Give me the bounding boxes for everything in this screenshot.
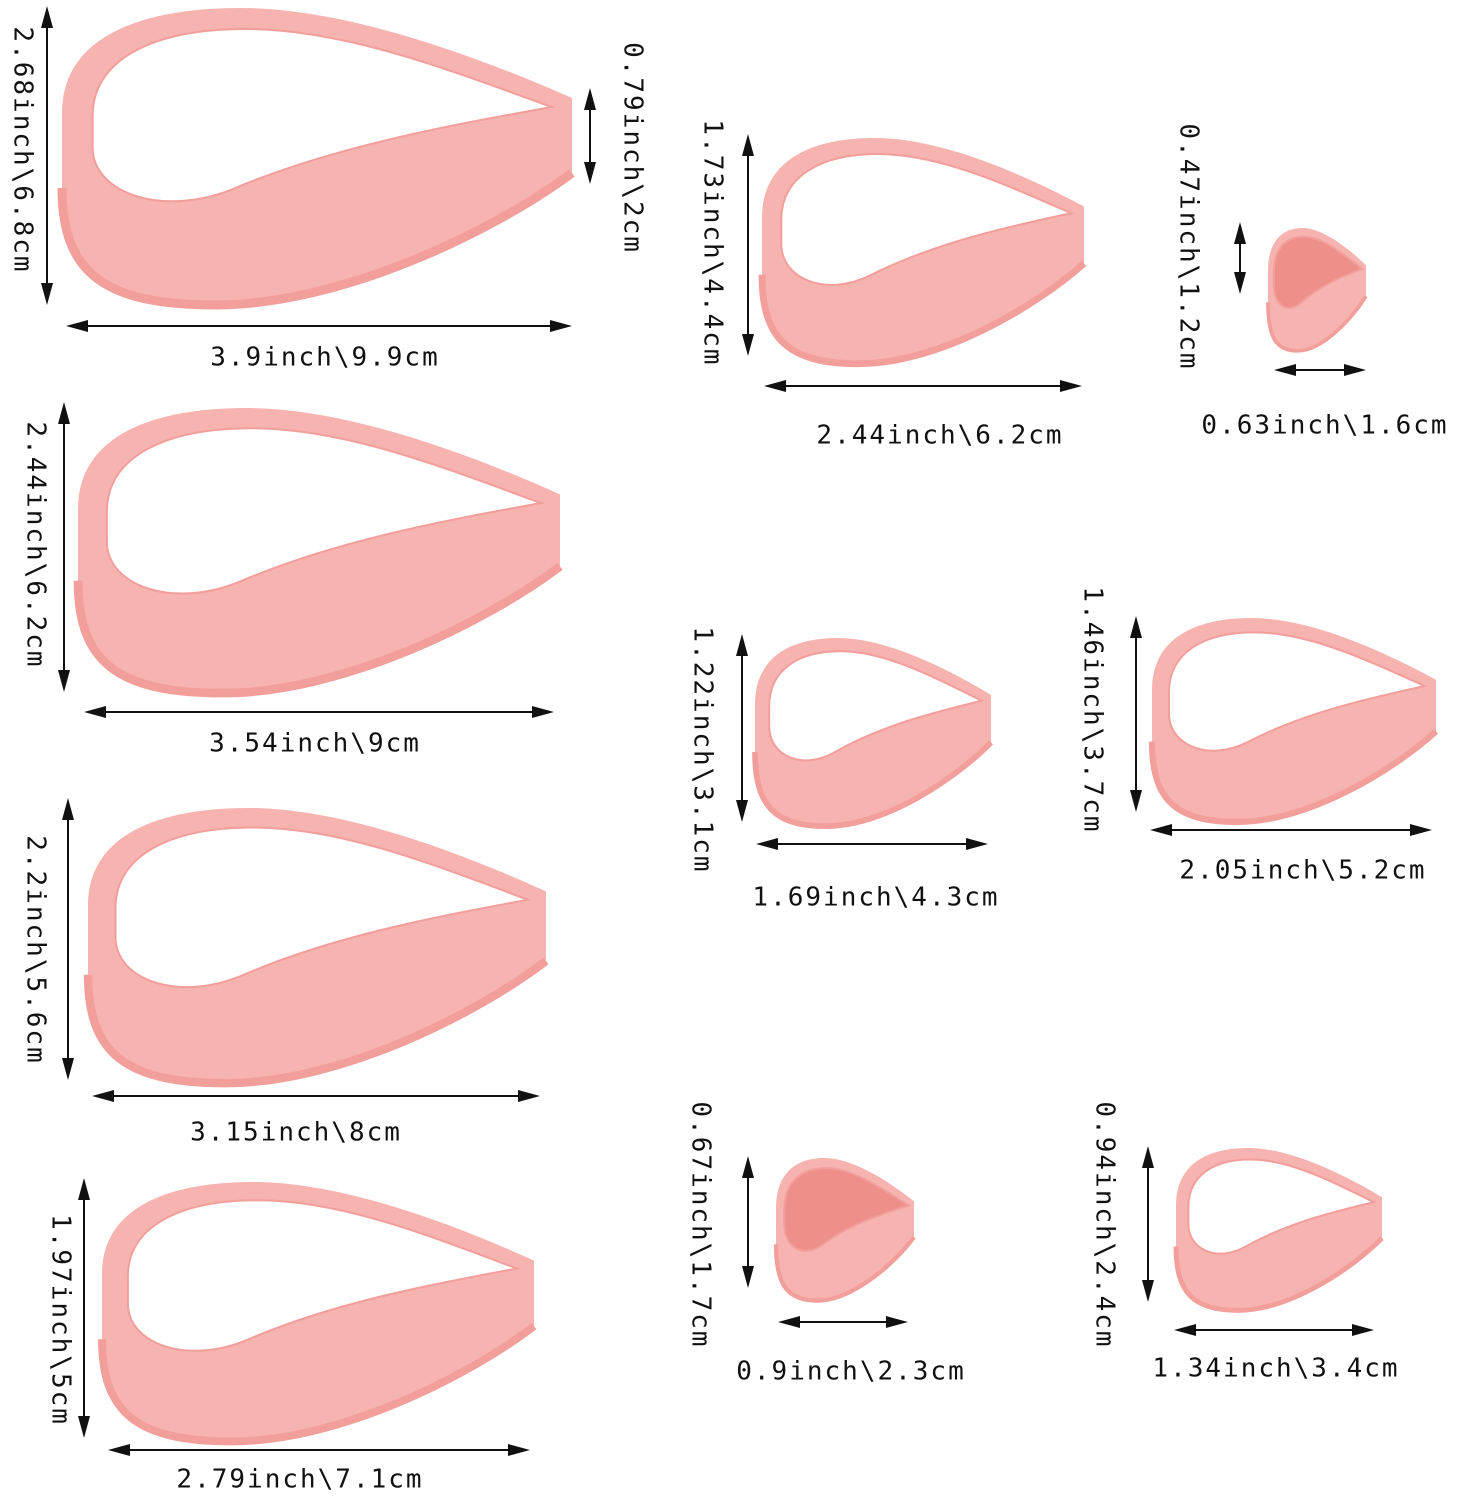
- width-label-6: 0.63inch\1.6cm: [1201, 411, 1448, 441]
- teardrop-cutter-7: [752, 638, 994, 829]
- width-label-1: 3.9inch\9.9cm: [210, 343, 440, 373]
- width-label-5: 2.44inch\6.2cm: [816, 421, 1063, 451]
- cutter-inner-edge: [783, 1167, 911, 1252]
- teardrop-cutter-1: [57, 8, 575, 310]
- cutter-inner-edge: [780, 152, 1075, 286]
- height-label-6: 0.47inch\1.2cm: [1174, 123, 1204, 370]
- height-label-4: 1.97inch\5cm: [46, 1214, 76, 1426]
- depth-arrow: [584, 88, 596, 184]
- width-arrow-9: [778, 1316, 908, 1328]
- width-arrow-2: [84, 706, 554, 718]
- width-label-2: 3.54inch\9cm: [209, 729, 421, 759]
- width-arrow-5: [764, 380, 1082, 392]
- teardrop-cutter-3: [83, 808, 549, 1088]
- width-label-8: 2.05inch\5.2cm: [1179, 856, 1426, 886]
- height-arrow-7: [736, 634, 748, 822]
- width-arrow-3: [92, 1090, 540, 1102]
- cutter-opening: [106, 428, 541, 594]
- cutter-opening: [781, 154, 1072, 285]
- teardrop-cutter-5: [758, 138, 1087, 368]
- width-arrow-1: [66, 320, 572, 332]
- height-arrow-2: [58, 402, 70, 692]
- teardrop-cutter-10: [1173, 1148, 1384, 1313]
- height-label-9: 0.67inch\1.7cm: [686, 1101, 716, 1348]
- teardrop-cutter-6: [1266, 228, 1368, 353]
- teardrop-cutter-8: [1148, 618, 1439, 825]
- height-label-8: 1.46inch\3.7cm: [1078, 586, 1108, 833]
- cutter-base-rim: [1148, 729, 1439, 825]
- width-arrow-7: [756, 838, 988, 850]
- cutter-base-rim: [57, 169, 575, 310]
- width-label-3: 3.15inch\8cm: [190, 1118, 402, 1148]
- teardrop-cutter-9: [773, 1158, 916, 1303]
- cutter-base-rim: [758, 260, 1087, 368]
- cutter-opening: [1169, 632, 1425, 751]
- height-arrow-3: [62, 798, 74, 1080]
- width-arrow-10: [1174, 1324, 1374, 1336]
- height-label-3: 2.2inch\5.6cm: [21, 835, 51, 1065]
- cutter-inner-edge: [1168, 631, 1428, 752]
- cutter-inner-edge: [768, 650, 985, 762]
- cutter-inner-edge: [105, 427, 545, 595]
- height-label-2: 2.44inch\6.2cm: [21, 421, 51, 668]
- width-label-9: 0.9inch\2.3cm: [736, 1357, 966, 1387]
- cutter-base-rim: [83, 957, 549, 1088]
- height-arrow-10: [1142, 1146, 1154, 1302]
- teardrop-cutter-4: [98, 1182, 537, 1446]
- height-arrow-8: [1130, 616, 1142, 812]
- cutter-base-rim: [773, 1235, 916, 1303]
- depth-label: 0.79inch\2cm: [618, 42, 648, 254]
- cutter-inner-edge: [1272, 235, 1365, 309]
- cutter-inner-edge: [126, 1199, 521, 1352]
- cutter-opening: [1273, 236, 1363, 308]
- cutter-inner-edge: [91, 27, 556, 203]
- height-arrow-9: [742, 1156, 754, 1288]
- cutter-opening: [115, 827, 528, 988]
- cutter-base-rim: [1173, 1236, 1384, 1313]
- height-arrow-4: [78, 1178, 90, 1438]
- width-label-4: 2.79inch\7.1cm: [176, 1465, 423, 1495]
- height-arrow-6: [1234, 222, 1246, 294]
- teardrop-cutter-2: [73, 408, 563, 698]
- cutter-opening: [127, 1200, 517, 1351]
- height-arrow-1: [41, 6, 53, 305]
- cutter-opening: [769, 651, 982, 761]
- height-label-7: 1.22inch\3.1cm: [688, 626, 718, 873]
- cutter-base-rim: [752, 740, 994, 829]
- cutter-opening: [92, 29, 552, 202]
- height-label-5: 1.73inch\4.4cm: [698, 119, 728, 366]
- cutter-base-rim: [98, 1322, 537, 1446]
- cutter-opening: [1188, 1159, 1374, 1254]
- cutter-opening: [784, 1168, 909, 1251]
- cutter-base-rim: [1266, 295, 1368, 353]
- width-arrow-4: [108, 1444, 530, 1456]
- width-label-7: 1.69inch\4.3cm: [752, 883, 999, 913]
- cutter-inner-edge: [1187, 1158, 1377, 1255]
- height-label-10: 0.94inch\2.4cm: [1090, 1101, 1120, 1348]
- cutter-inner-edge: [114, 826, 532, 989]
- width-arrow-6: [1274, 364, 1366, 376]
- height-arrow-5: [742, 134, 754, 356]
- width-arrow-8: [1150, 824, 1432, 836]
- cutter-base-rim: [73, 562, 563, 698]
- height-label-1: 2.68inch\6.8cm: [8, 26, 38, 273]
- width-label-10: 1.34inch\3.4cm: [1152, 1354, 1399, 1384]
